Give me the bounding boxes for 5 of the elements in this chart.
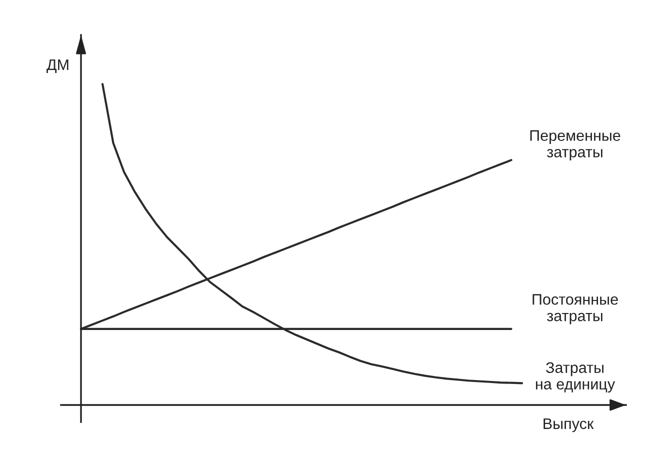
series-label: Постоянные затраты	[532, 294, 618, 324]
series-label: Переменные затраты	[530, 130, 620, 160]
x-axis-title: Выпуск	[544, 418, 594, 432]
series-label: Затраты на единицу	[536, 362, 616, 393]
y-axis-title: ДМ	[46, 59, 68, 73]
